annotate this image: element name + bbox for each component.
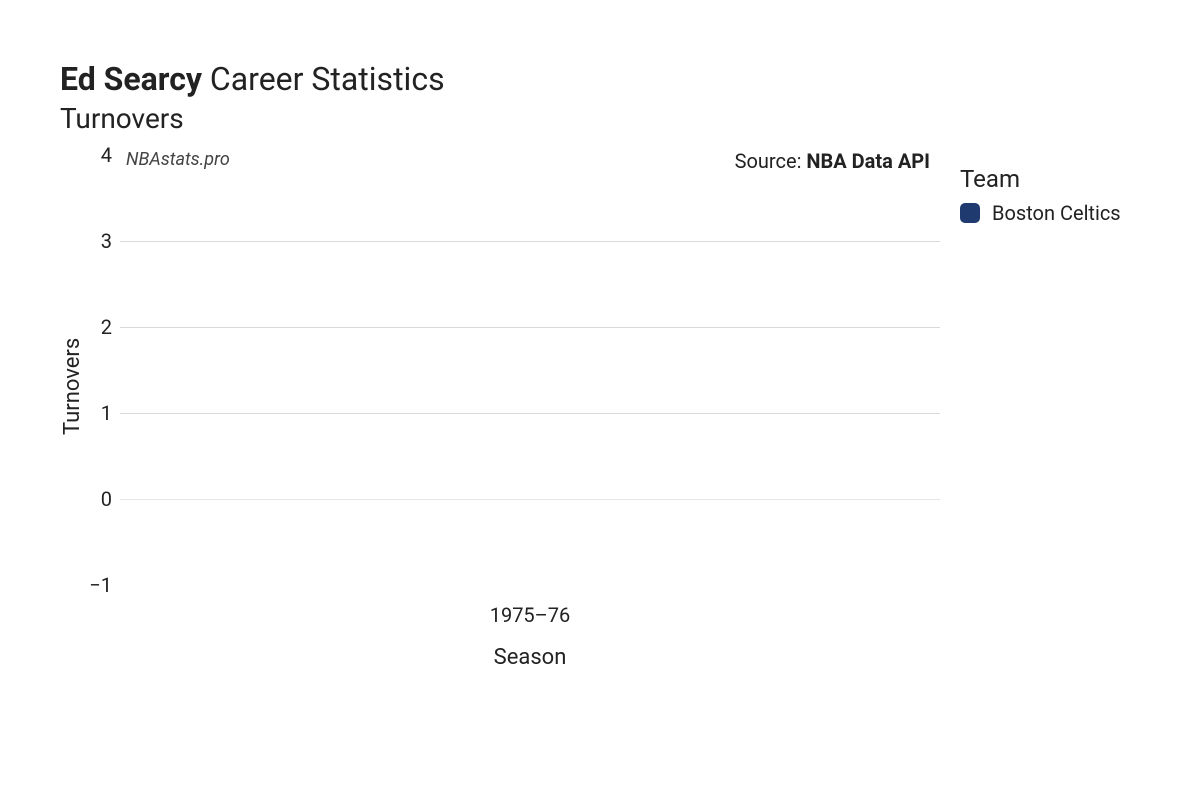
chart-wrap: Turnovers NBAstats.pro Source: NBA Data … bbox=[60, 155, 1140, 715]
title-player-name: Ed Searcy bbox=[60, 60, 202, 98]
ytick-4: 4 bbox=[101, 143, 112, 167]
source-name: NBA Data API bbox=[806, 149, 930, 173]
ytick-neg1: −1 bbox=[89, 573, 112, 597]
watermark-text: NBAstats.pro bbox=[126, 149, 230, 170]
title-rest: Career Statistics bbox=[202, 60, 445, 98]
ytick-3: 3 bbox=[101, 229, 112, 253]
ytick-2: 2 bbox=[101, 315, 112, 339]
page-title: Ed Searcy Career Statistics bbox=[60, 60, 1160, 98]
y-axis-label: Turnovers bbox=[60, 338, 85, 435]
legend: Team Boston Celtics bbox=[960, 165, 1121, 225]
xtick-0: 1975–76 bbox=[490, 603, 571, 627]
page-subtitle: Turnovers bbox=[60, 102, 1160, 135]
source-prefix: Source: bbox=[735, 149, 807, 173]
gridline-1 bbox=[120, 413, 940, 414]
gridline-2 bbox=[120, 327, 940, 328]
chart-container: Ed Searcy Career Statistics Turnovers Tu… bbox=[0, 0, 1200, 800]
gridline-3 bbox=[120, 241, 940, 242]
legend-title: Team bbox=[960, 165, 1121, 193]
legend-label-0: Boston Celtics bbox=[992, 201, 1121, 225]
legend-item-0: Boston Celtics bbox=[960, 201, 1121, 225]
ytick-0: 0 bbox=[101, 487, 112, 511]
plot-area: NBAstats.pro Source: NBA Data API 4 3 2 … bbox=[120, 155, 940, 585]
gridline-0 bbox=[120, 499, 940, 500]
source-text: Source: NBA Data API bbox=[735, 149, 930, 173]
x-axis-label: Season bbox=[494, 645, 567, 670]
ytick-1: 1 bbox=[101, 401, 112, 425]
legend-swatch-0 bbox=[960, 203, 980, 223]
